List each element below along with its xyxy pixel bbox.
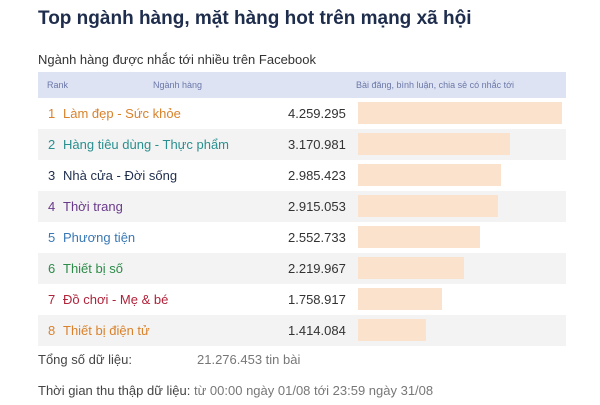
table-row: 1 Làm đẹp - Sức khỏe 4.259.295 bbox=[38, 98, 566, 129]
table-row: 7 Đồ chơi - Mẹ & bé 1.758.917 bbox=[38, 284, 566, 315]
value-label: 2.219.967 bbox=[288, 261, 346, 276]
value-bar bbox=[358, 288, 442, 310]
category-label: Hàng tiêu dùng - Thực phẩm bbox=[63, 137, 230, 152]
rank-number: 1 bbox=[48, 106, 56, 121]
value-bar bbox=[358, 195, 498, 217]
category-label: Phương tiện bbox=[63, 230, 136, 245]
table-row: 6 Thiết bị số 2.219.967 bbox=[38, 253, 566, 284]
category-label: Thiết bị số bbox=[63, 261, 123, 276]
table-header: Rank Ngành hàng Bài đăng, bình luận, chi… bbox=[38, 72, 566, 98]
value-label: 2.552.733 bbox=[288, 230, 346, 245]
rank-number: 7 bbox=[48, 292, 56, 307]
category-label: Thiết bị điện tử bbox=[63, 323, 150, 338]
rank-number: 8 bbox=[48, 323, 56, 338]
category-column-header: Ngành hàng bbox=[153, 80, 203, 90]
value-label: 1.758.917 bbox=[288, 292, 346, 307]
value-label: 1.414.084 bbox=[288, 323, 346, 338]
table-body: 1 Làm đẹp - Sức khỏe 4.259.295 2 Hàng tiêu d… bbox=[38, 98, 566, 346]
metric-column-header: Bài đăng, bình luận, chia sẻ có nhắc tới bbox=[356, 80, 515, 90]
value-label: 2.985.423 bbox=[288, 168, 346, 183]
value-bar bbox=[358, 257, 464, 279]
total-value: 21.276.453 tin bài bbox=[197, 352, 301, 367]
value-bar bbox=[358, 226, 480, 248]
table-row: 3 Nhà cửa - Đời sống 2.985.423 bbox=[38, 160, 566, 191]
period-value: từ 00:00 ngày 01/08 tới 23:59 ngày 31/08 bbox=[194, 383, 434, 398]
rank-number: 2 bbox=[48, 137, 56, 152]
rank-number: 4 bbox=[48, 199, 56, 214]
rank-column-header: Rank bbox=[47, 80, 69, 90]
value-label: 3.170.981 bbox=[288, 137, 346, 152]
value-bar bbox=[358, 164, 501, 186]
value-bar bbox=[358, 102, 562, 124]
chart-subtitle: Ngành hàng được nhắc tới nhiều trên Face… bbox=[38, 52, 316, 67]
rank-number: 5 bbox=[48, 230, 56, 245]
value-label: 4.259.295 bbox=[288, 106, 346, 121]
category-label: Đồ chơi - Mẹ & bé bbox=[63, 292, 169, 307]
value-bar bbox=[358, 133, 510, 155]
value-label: 2.915.053 bbox=[288, 199, 346, 214]
value-bar bbox=[358, 319, 426, 341]
ranking-table: Rank Ngành hàng Bài đăng, bình luận, chi… bbox=[38, 72, 566, 346]
table-row: 8 Thiết bị điện tử 1.414.084 bbox=[38, 315, 566, 346]
category-label: Làm đẹp - Sức khỏe bbox=[63, 106, 181, 121]
table-row: 5 Phương tiện 2.552.733 bbox=[38, 222, 566, 253]
rank-number: 3 bbox=[48, 168, 56, 183]
category-label: Thời trang bbox=[63, 199, 123, 214]
total-label: Tổng số dữ liệu: bbox=[38, 352, 132, 367]
rank-number: 6 bbox=[48, 261, 56, 276]
page-title: Top ngành hàng, mặt hàng hot trên mạng x… bbox=[38, 8, 472, 29]
category-label: Nhà cửa - Đời sống bbox=[63, 168, 178, 183]
period-label: Thời gian thu thập dữ liệu: bbox=[38, 383, 191, 398]
table-row: 2 Hàng tiêu dùng - Thực phẩm 3.170.981 bbox=[38, 129, 566, 160]
table-row: 4 Thời trang 2.915.053 bbox=[38, 191, 566, 222]
